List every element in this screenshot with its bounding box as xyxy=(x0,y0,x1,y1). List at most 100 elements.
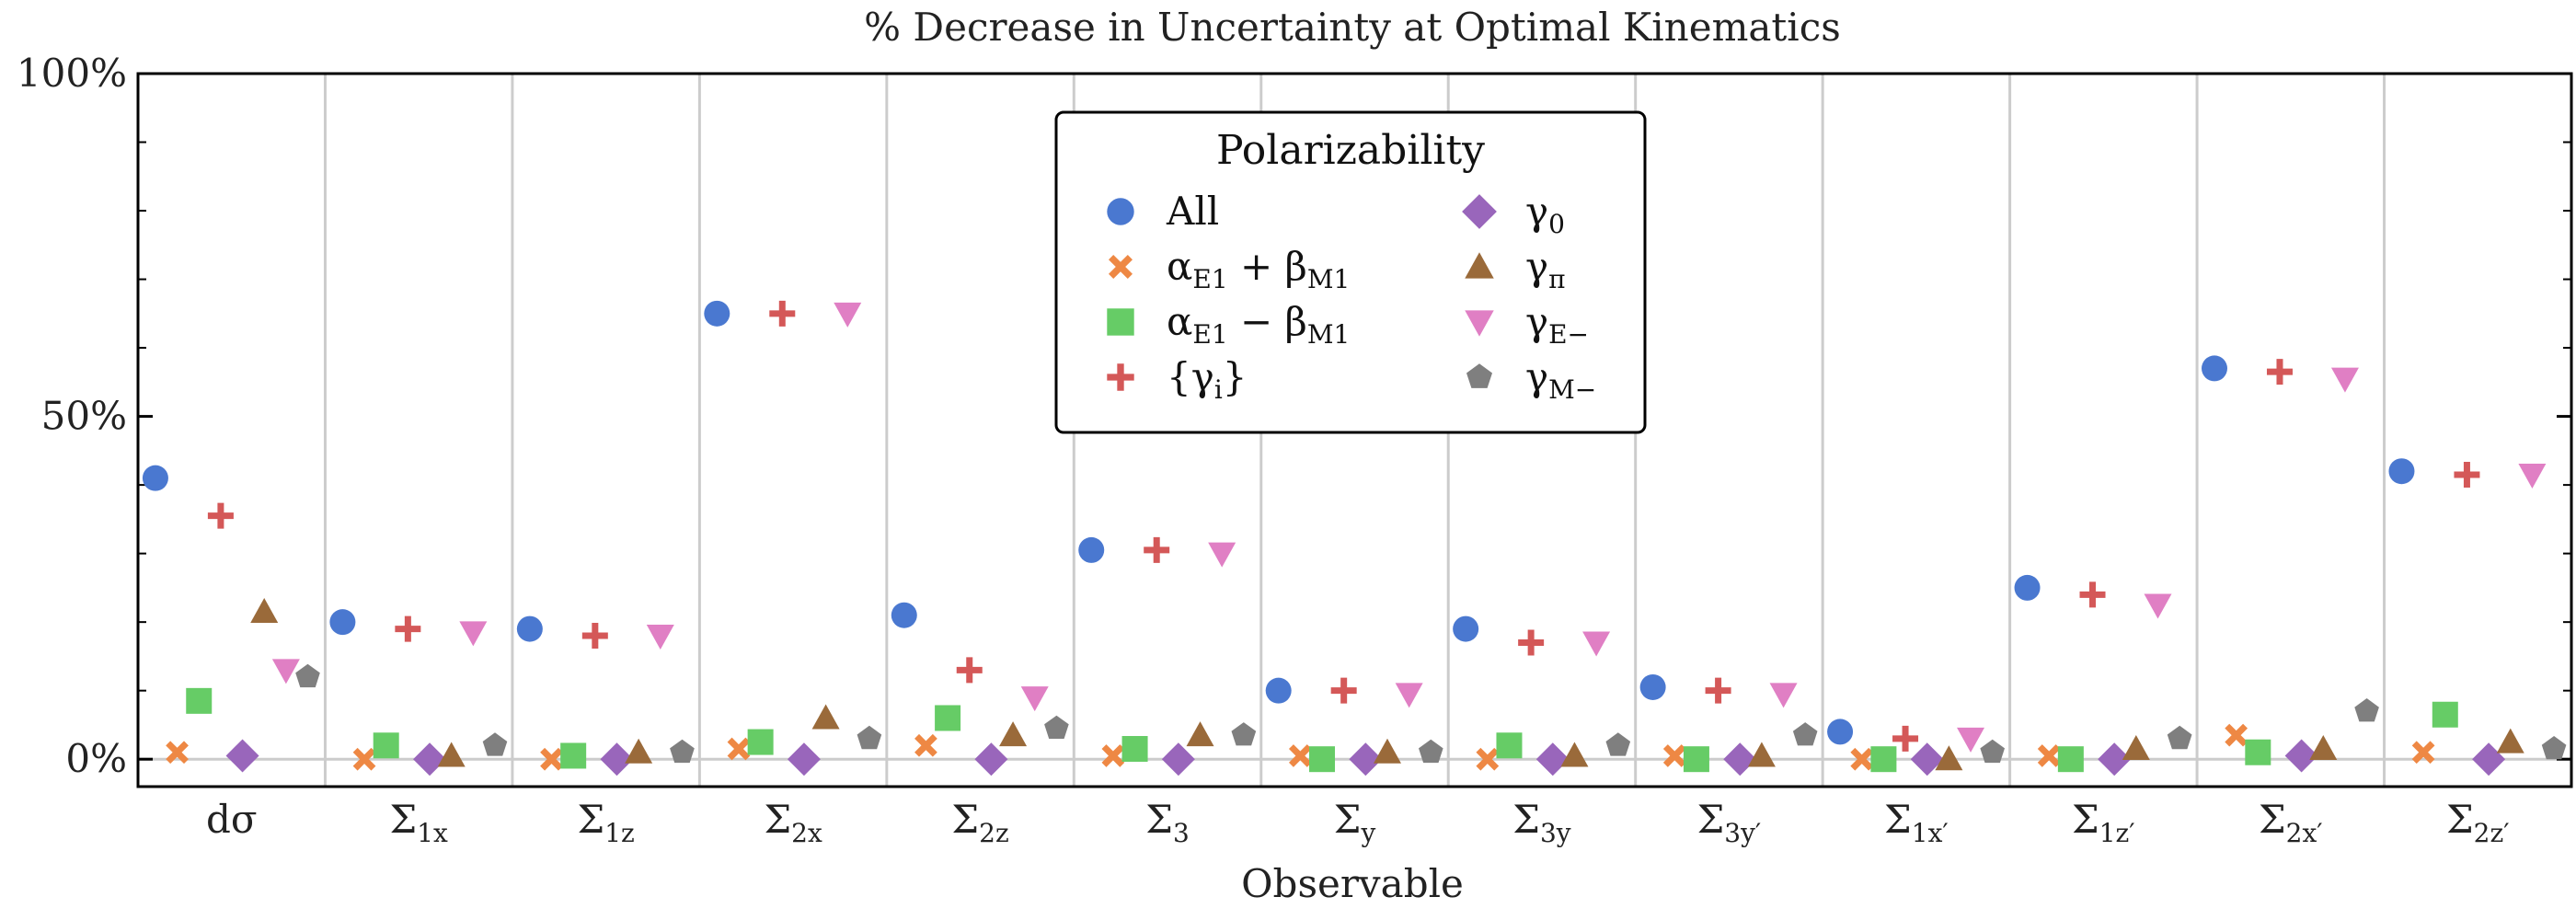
data-point xyxy=(1231,722,1257,746)
x-tick-label-base: Σ xyxy=(390,797,418,842)
legend-label-part: M1 xyxy=(1307,319,1350,350)
data-point xyxy=(1453,615,1479,642)
x-tick-label: Σ2z′ xyxy=(2446,797,2510,848)
data-point xyxy=(1910,742,1944,776)
data-point xyxy=(395,615,421,642)
legend-marker xyxy=(1107,308,1134,336)
legend-label-part: M1 xyxy=(1307,264,1350,294)
y-tick-label: 0% xyxy=(65,736,127,781)
legend-label: γπ xyxy=(1525,244,1566,294)
legend-box xyxy=(1054,110,1647,434)
data-point xyxy=(1476,747,1500,771)
data-point xyxy=(1208,542,1236,568)
data-point xyxy=(540,747,563,771)
data-point xyxy=(2057,746,2084,773)
x-tick-label-sub: 3y′ xyxy=(1724,818,1761,848)
x-tick-label: dσ xyxy=(206,797,258,842)
data-point xyxy=(2454,461,2480,488)
data-point xyxy=(2496,728,2524,753)
data-point xyxy=(2330,367,2359,393)
legend-label-part: + β xyxy=(1228,244,1307,289)
x-tick-label-sub: 2x xyxy=(791,818,822,848)
legend-marker xyxy=(1109,255,1133,279)
data-point xyxy=(1078,536,1105,563)
legend-marker xyxy=(1462,194,1497,229)
legend-label-part: E− xyxy=(1548,319,1589,350)
x-tick-label: Σ3 xyxy=(1145,797,1190,848)
x-tick-label-base: Σ xyxy=(764,797,791,842)
data-point xyxy=(1144,536,1170,563)
data-point xyxy=(704,300,730,327)
data-point xyxy=(2266,359,2293,385)
plot-frame xyxy=(136,72,2573,788)
x-tick-label-sub: 1z′ xyxy=(2099,818,2135,848)
data-point xyxy=(1020,686,1049,712)
data-point xyxy=(1792,722,1818,746)
data-point xyxy=(581,623,608,650)
legend-label-part: 0 xyxy=(1548,209,1565,239)
data-point xyxy=(1935,745,1963,771)
x-marker-shape xyxy=(2037,744,2061,767)
data-point xyxy=(186,687,213,714)
data-point xyxy=(1535,742,1570,776)
legend-label-part: γ xyxy=(1525,189,1548,234)
x-tick-label-sub: 1x′ xyxy=(1912,818,1949,848)
x-tick-label-base: Σ xyxy=(1884,797,1912,842)
data-point xyxy=(413,742,447,776)
x-tick-label: Σ3y′ xyxy=(1697,797,1762,848)
data-points xyxy=(142,300,2567,776)
data-point xyxy=(2354,698,2379,722)
x-marker-shape xyxy=(727,737,751,761)
x-tick-label: Σ2x′ xyxy=(2259,797,2323,848)
legend-label-part: All xyxy=(1166,189,1219,234)
data-point xyxy=(1373,738,1401,764)
legend-label: γ0 xyxy=(1525,189,1565,239)
data-point xyxy=(2202,355,2228,382)
data-point xyxy=(1395,683,1423,708)
data-point xyxy=(1186,721,1214,747)
legend-label: γE− xyxy=(1525,299,1589,350)
x-marker-shape xyxy=(2225,723,2248,747)
data-point xyxy=(142,465,168,491)
data-point xyxy=(2541,736,2567,760)
x-tick-label: Σ1z xyxy=(578,797,635,848)
x-tick-label: Σ3y xyxy=(1512,797,1571,848)
x-tick-label-base: Σ xyxy=(1697,797,1725,842)
data-point xyxy=(2167,725,2192,750)
data-point xyxy=(225,739,259,773)
data-point xyxy=(560,742,587,769)
data-point xyxy=(1683,746,1709,773)
legend-label-part: γ xyxy=(1525,354,1548,399)
data-point xyxy=(1288,744,1312,767)
data-point xyxy=(857,725,882,750)
data-point xyxy=(914,733,937,757)
x-tick-label-sub: 2z′ xyxy=(2474,818,2510,848)
data-point xyxy=(1161,742,1195,776)
legend-label-part: − β xyxy=(1228,299,1307,344)
x-marker-shape xyxy=(166,741,189,765)
x-tick-label-sub: 1z xyxy=(604,818,635,848)
data-point xyxy=(2037,744,2061,767)
legend-label-part: E1 xyxy=(1192,264,1227,294)
data-point xyxy=(2245,739,2271,765)
data-point xyxy=(1309,746,1336,773)
legend-label-part: } xyxy=(1223,354,1248,399)
x-axis-label: Observable xyxy=(1241,861,1464,906)
x-tick-label-base: Σ xyxy=(951,797,979,842)
data-point xyxy=(1605,732,1631,756)
legend-label: All xyxy=(1166,189,1219,234)
x-tick-label-base: Σ xyxy=(2446,797,2474,842)
data-point xyxy=(891,602,917,628)
x-marker-shape xyxy=(914,733,937,757)
data-point xyxy=(1639,673,1666,700)
legend-label-part: i xyxy=(1214,374,1223,405)
legend-label-part: α xyxy=(1167,299,1192,344)
data-point xyxy=(329,609,356,636)
data-point xyxy=(1496,732,1523,759)
legend-marker xyxy=(1465,252,1494,279)
data-point xyxy=(352,747,376,771)
x-tick-label: Σ1z′ xyxy=(2072,797,2135,848)
x-tick-label-sub: 3 xyxy=(1173,818,1190,848)
x-tick-label-sub: 2x′ xyxy=(2286,818,2323,848)
